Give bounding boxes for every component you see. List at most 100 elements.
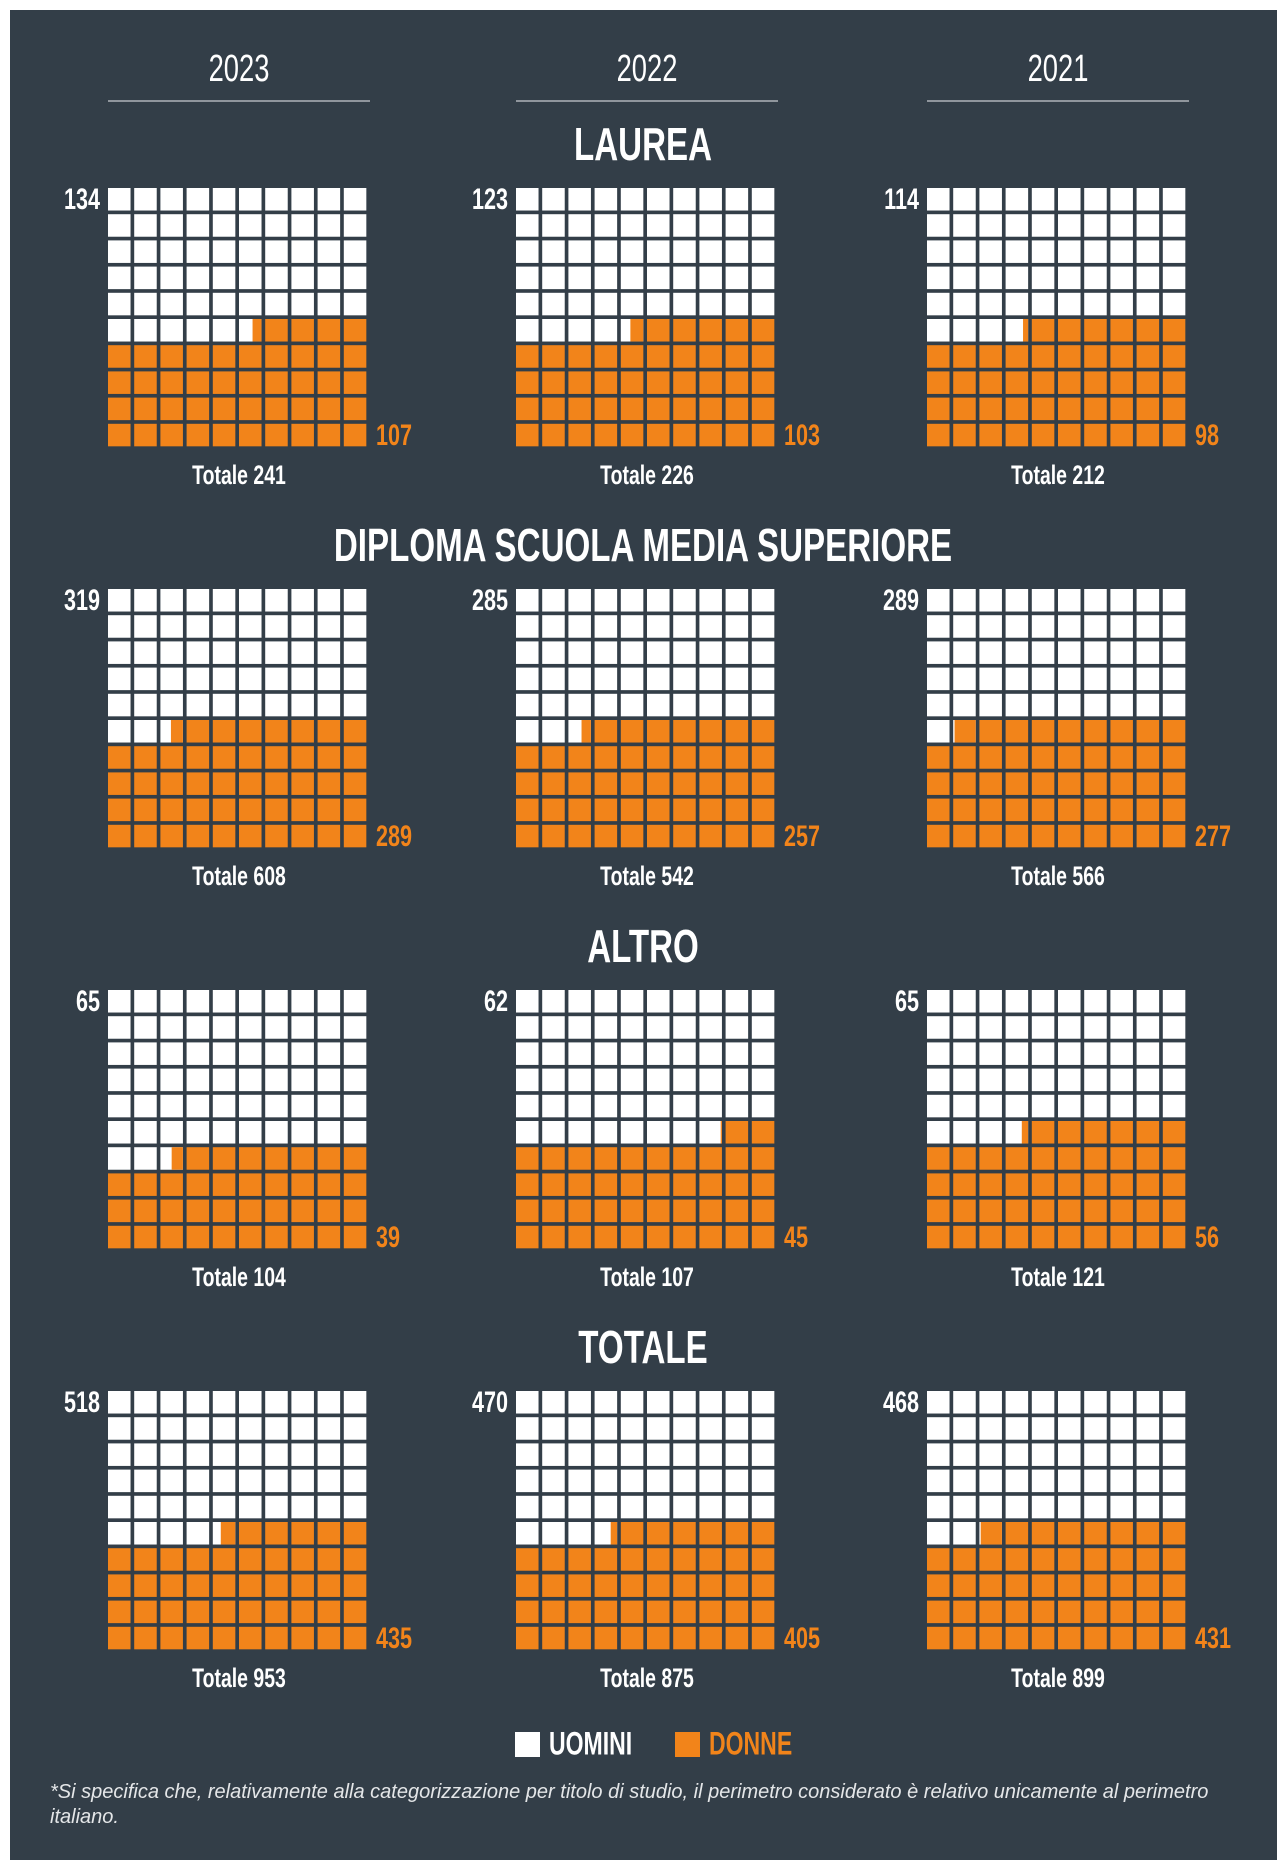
men-square xyxy=(542,188,565,211)
men-square xyxy=(1031,1391,1055,1414)
total-label: Totale 104 xyxy=(192,1262,286,1292)
men-square xyxy=(620,1042,644,1065)
men-square xyxy=(751,1469,775,1493)
year-label-group: 2023 xyxy=(209,48,270,90)
women-square xyxy=(568,824,591,848)
total-word: Totale xyxy=(192,861,248,891)
women-square xyxy=(516,1600,539,1624)
women-square xyxy=(317,1199,341,1223)
women-square xyxy=(1110,772,1133,795)
women-square xyxy=(317,345,341,368)
women-square xyxy=(1058,1173,1081,1196)
men-square xyxy=(239,1417,262,1440)
men-square xyxy=(647,1121,670,1144)
women-square xyxy=(699,1225,722,1249)
men-square xyxy=(160,1068,183,1092)
men-square xyxy=(594,589,618,612)
men-square xyxy=(1031,693,1055,717)
men-square xyxy=(134,1042,157,1065)
men-square xyxy=(108,214,131,237)
women-square xyxy=(160,824,183,848)
men-square xyxy=(620,1495,644,1519)
women-square xyxy=(594,1548,618,1571)
men-square xyxy=(212,693,236,717)
men-square xyxy=(568,1016,591,1039)
men-square xyxy=(1162,1016,1186,1039)
women-square xyxy=(953,1199,976,1223)
women-square xyxy=(594,1173,618,1196)
women-square xyxy=(1058,1600,1081,1624)
men-square xyxy=(160,188,183,211)
women-square xyxy=(1162,371,1186,394)
men-square xyxy=(212,1417,236,1440)
total-group: Totale 953 xyxy=(192,1663,286,1693)
men-square xyxy=(594,1042,618,1065)
men-square xyxy=(516,292,539,316)
women-square xyxy=(927,1600,950,1624)
men-square xyxy=(699,1417,722,1440)
men-square xyxy=(568,1391,591,1414)
men-square xyxy=(699,266,722,290)
women-square xyxy=(542,1199,565,1223)
men-square xyxy=(751,667,775,691)
men-square xyxy=(1031,1094,1055,1118)
women-square xyxy=(647,798,670,822)
men-square xyxy=(516,1068,539,1092)
men-square xyxy=(673,1121,696,1144)
women-square xyxy=(673,1147,696,1170)
women-square xyxy=(343,1173,367,1196)
men-square xyxy=(751,214,775,237)
men-square xyxy=(1110,667,1133,691)
women-square xyxy=(1110,397,1133,421)
women-square xyxy=(317,1626,341,1650)
women-square xyxy=(1162,772,1186,795)
men-square xyxy=(186,589,210,612)
women-square xyxy=(516,1225,539,1249)
women-square xyxy=(979,397,1002,421)
men-square xyxy=(979,667,1002,691)
women-square xyxy=(239,423,262,447)
men-square xyxy=(751,1042,775,1065)
women-square xyxy=(516,1548,539,1571)
men-square xyxy=(953,589,976,612)
women-square xyxy=(979,1173,1002,1196)
men-square xyxy=(620,641,644,664)
women-square xyxy=(647,1225,670,1249)
men-square xyxy=(1110,214,1133,237)
women-square xyxy=(186,1173,210,1196)
men-square xyxy=(160,1016,183,1039)
men-square xyxy=(1005,1042,1029,1065)
men-square xyxy=(317,1391,341,1414)
men-square xyxy=(568,667,591,691)
men-square xyxy=(1058,188,1081,211)
men-square xyxy=(1031,641,1055,664)
men-square xyxy=(1136,1391,1160,1414)
men-square xyxy=(160,1469,183,1493)
men-square xyxy=(516,1391,539,1414)
women-square xyxy=(291,720,314,743)
women-square xyxy=(317,1173,341,1196)
total-word: Totale xyxy=(192,1663,248,1693)
men-square xyxy=(979,188,1002,211)
men-square xyxy=(1084,615,1107,638)
men-square xyxy=(1084,1016,1107,1039)
women-square xyxy=(1005,397,1029,421)
men-square xyxy=(1005,1391,1029,1414)
women-square xyxy=(953,824,976,848)
women-square xyxy=(673,720,696,743)
men-square xyxy=(751,188,775,211)
women-square xyxy=(979,1626,1002,1650)
men-square xyxy=(673,1042,696,1065)
women-square xyxy=(647,1199,670,1223)
women-square xyxy=(212,1626,236,1650)
men-square xyxy=(594,1495,618,1519)
women-square xyxy=(160,1574,183,1597)
women-square xyxy=(1136,824,1160,848)
women-square xyxy=(1084,824,1107,848)
women-square xyxy=(160,423,183,447)
women-square xyxy=(212,798,236,822)
women-square xyxy=(108,1600,131,1624)
women-square xyxy=(291,319,314,342)
women-square xyxy=(134,798,157,822)
women-value: 289 xyxy=(376,818,412,852)
